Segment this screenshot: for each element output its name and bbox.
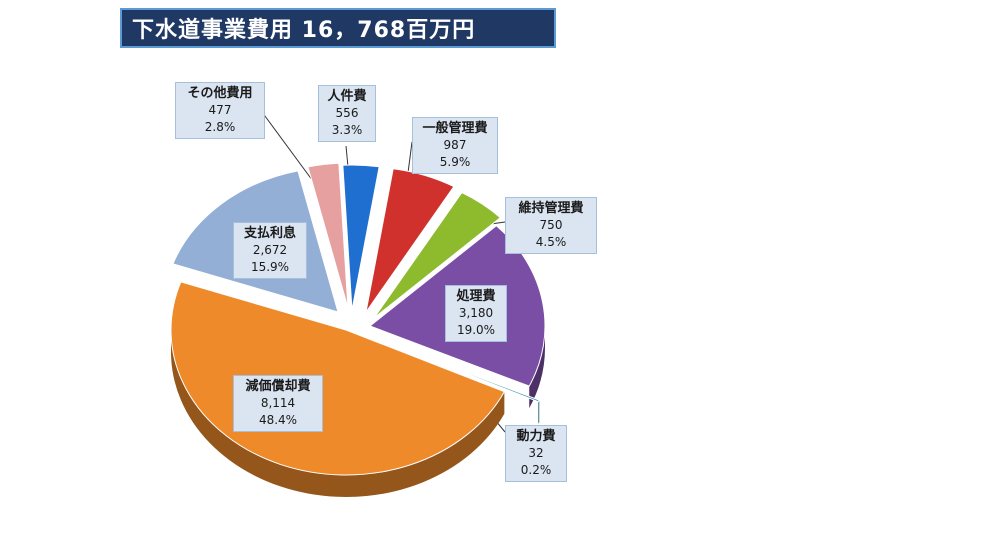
label-value: 32 (528, 446, 544, 460)
label-category: 人件費 (327, 89, 367, 104)
label-value: 750 (539, 218, 563, 232)
label-percent: 4.5% (535, 235, 567, 249)
label-value: 2,672 (252, 243, 288, 257)
label-category: 動力費 (516, 429, 556, 444)
label-percent: 3.3% (331, 123, 363, 137)
label-percent: 19.0% (456, 323, 496, 337)
chart-title-banner: 下水道事業費用 16，768百万円 (120, 8, 556, 48)
pie-slice-1 (342, 164, 380, 311)
label-category: 一般管理費 (422, 121, 488, 136)
label-percent: 5.9% (439, 155, 471, 169)
label-percent: 48.4% (258, 413, 298, 427)
label-value: 987 (443, 138, 467, 152)
slice-side-5 (538, 400, 540, 424)
label-category: 維持管理費 (518, 201, 584, 216)
label-value: 477 (208, 103, 232, 117)
data-label-6: 減価償却費 8,114 48.4% (233, 375, 323, 432)
label-category: 支払利息 (243, 226, 296, 241)
slice-side-6 (171, 330, 505, 497)
data-label-3: 維持管理費 750 4.5% (505, 197, 597, 254)
label-value: 8,114 (260, 396, 296, 410)
pie-slice-8 (307, 162, 349, 309)
slice-side-4 (529, 326, 545, 409)
label-percent: 2.8% (204, 120, 236, 134)
leader-line-8 (261, 111, 319, 189)
pie-slice-5 (379, 339, 540, 403)
data-label-2: 一般管理費 987 5.9% (412, 117, 498, 174)
label-percent: 0.2% (520, 463, 552, 477)
label-category: その他費用 (187, 86, 253, 101)
label-value: 3,180 (458, 306, 494, 320)
label-category: 処理費 (456, 289, 496, 304)
pie-slice-3 (373, 191, 502, 319)
data-label-8: その他費用 477 2.8% (175, 82, 265, 139)
data-label-4: 処理費 3,180 19.0% (445, 285, 507, 342)
data-label-5: 動力費 32 0.2% (505, 425, 567, 482)
label-category: 減価償却費 (245, 379, 311, 394)
pie-slice-2 (365, 168, 455, 313)
data-label-7: 支払利息 2,672 15.9% (233, 222, 307, 279)
chart-title: 下水道事業費用 16，768百万円 (132, 18, 476, 43)
data-label-1: 人件費 556 3.3% (318, 85, 376, 142)
label-percent: 15.9% (250, 260, 290, 274)
label-value: 556 (335, 106, 359, 120)
